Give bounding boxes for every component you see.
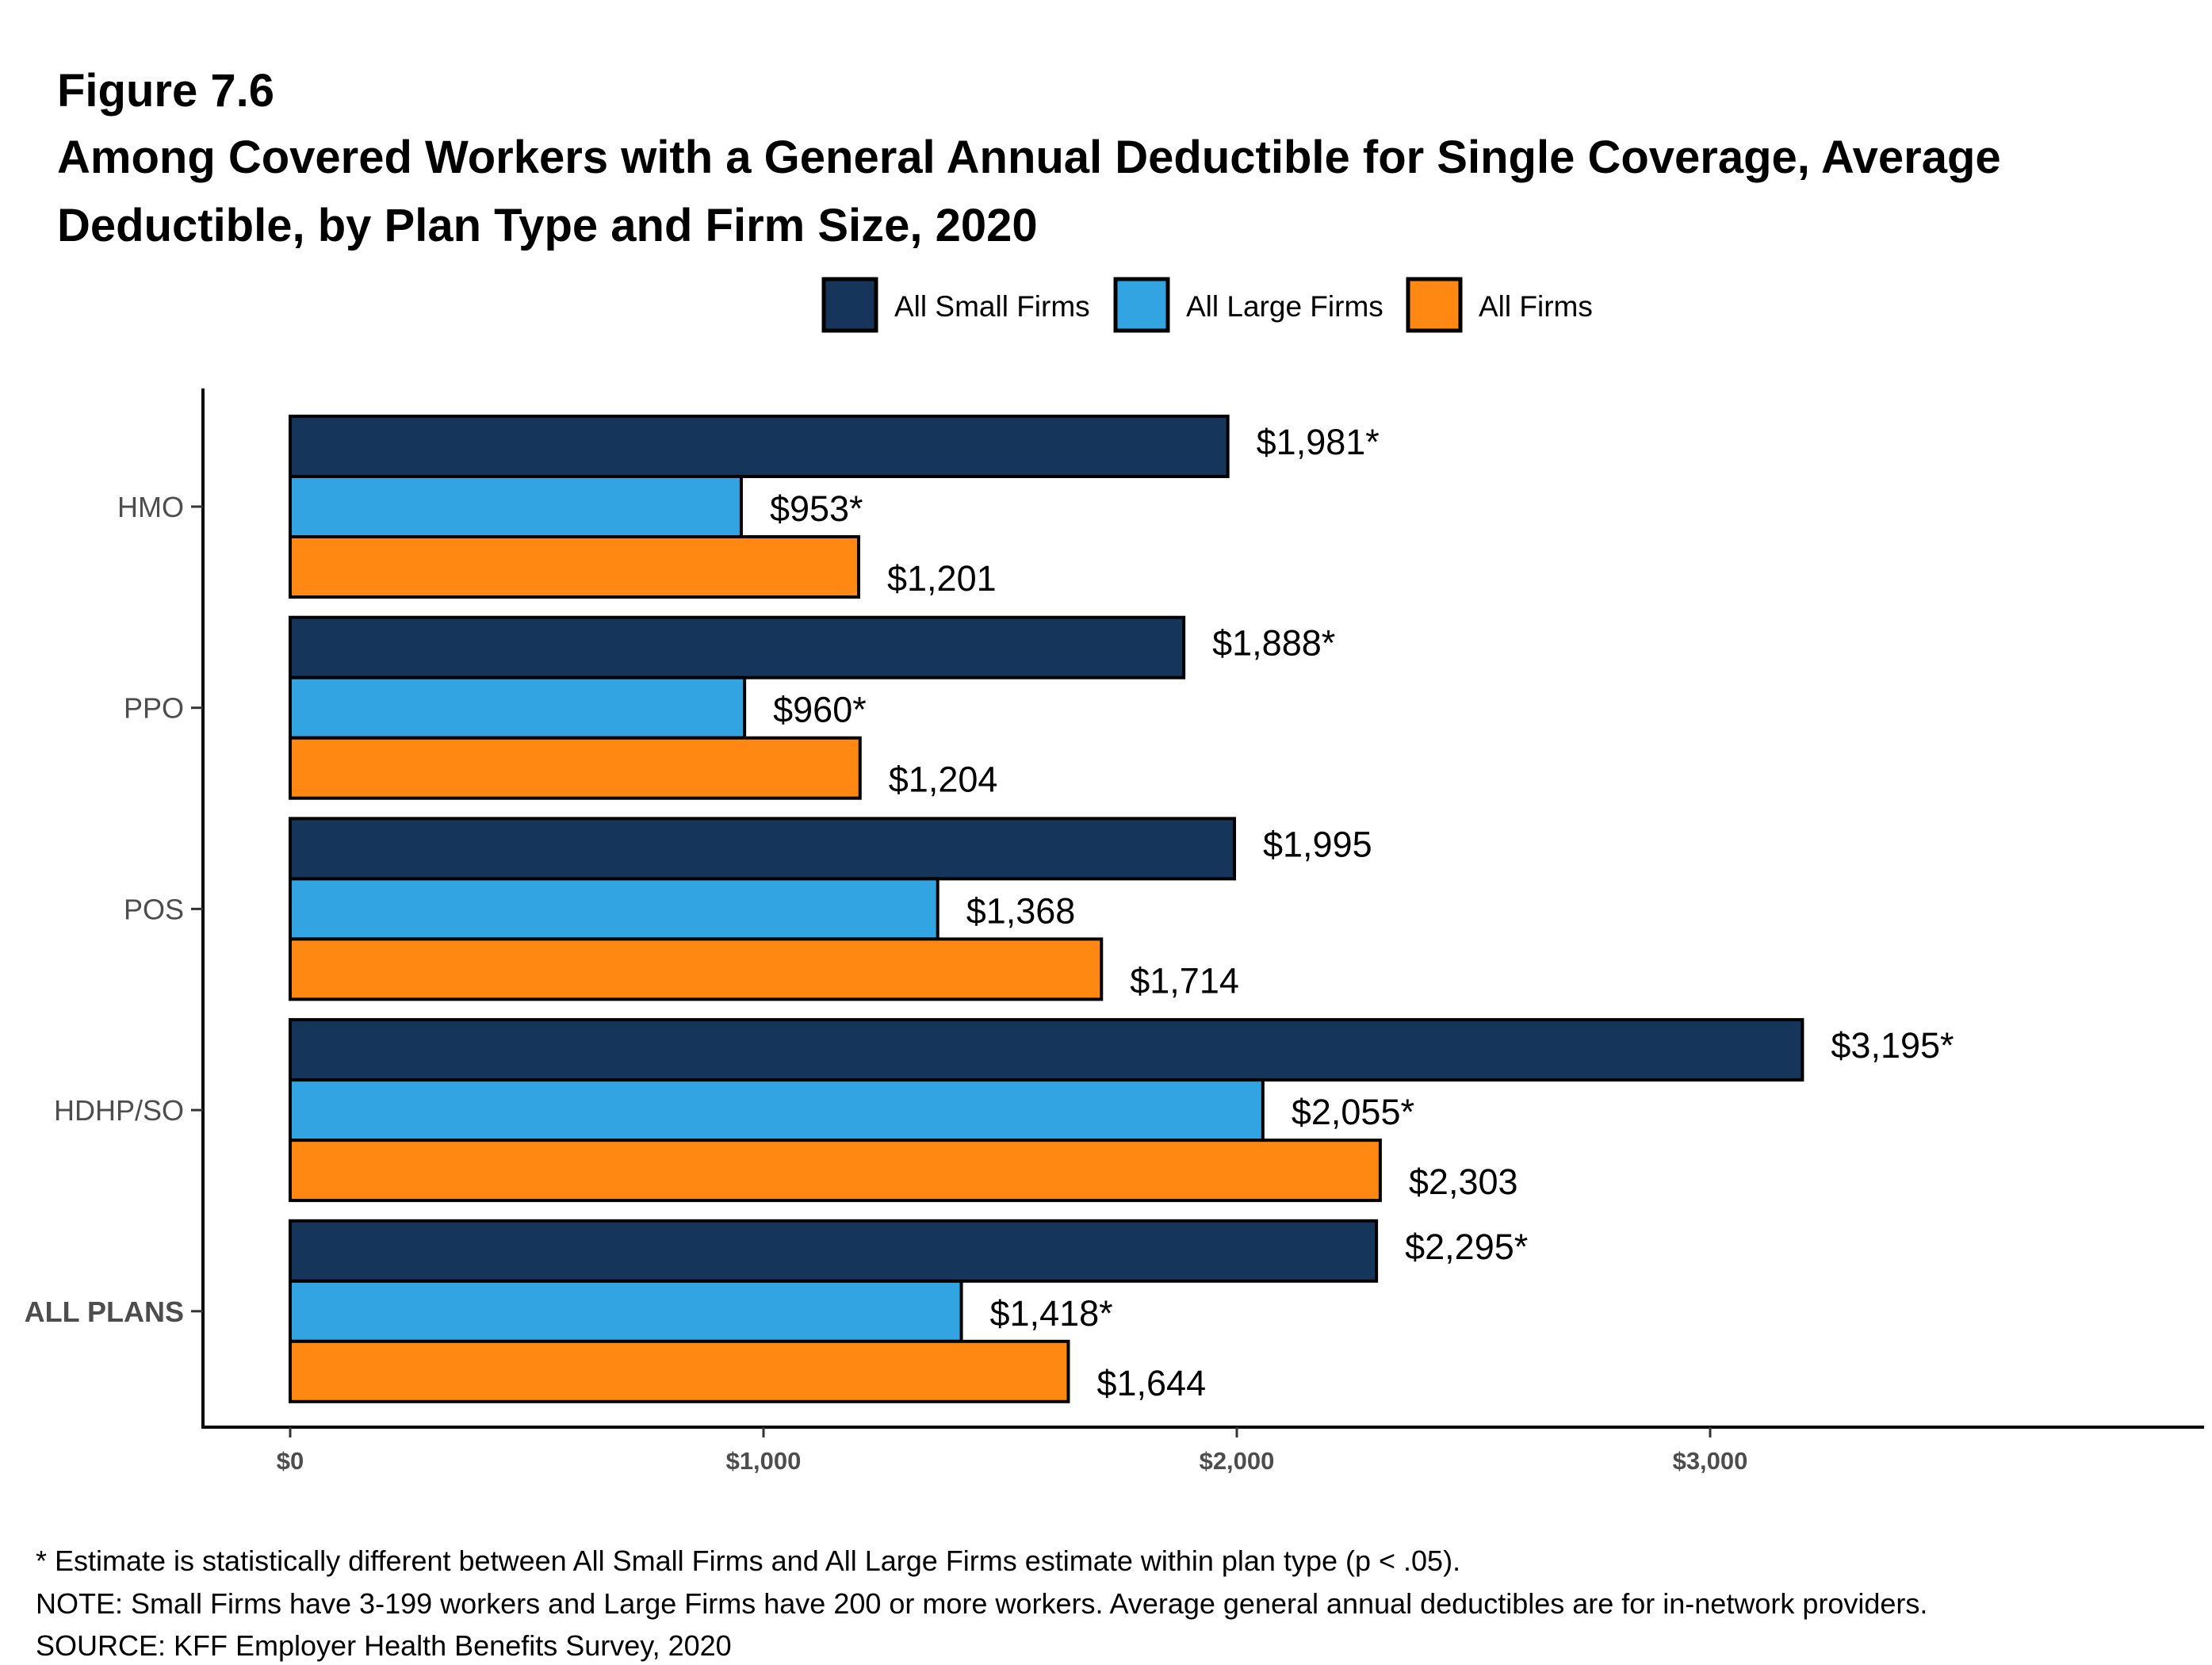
category-label: ALL PLANS [25, 1296, 184, 1328]
footnote-source: SOURCE: KFF Employer Health Benefits Sur… [36, 1629, 732, 1662]
bar-all-plans-0 [289, 1219, 1379, 1283]
data-label: $2,055* [1292, 1092, 1414, 1132]
bar-hmo-0 [289, 415, 1230, 478]
data-label: $1,368 [966, 890, 1076, 931]
footnote-note: NOTE: Small Firms have 3-199 workers and… [36, 1587, 1927, 1620]
legend-swatch-2 [1406, 277, 1463, 333]
data-label: $1,981* [1257, 422, 1380, 462]
data-label: $1,418* [990, 1293, 1113, 1334]
bar-ppo-2 [289, 736, 862, 800]
bar-hdhp-so-0 [289, 1018, 1804, 1082]
legend-swatch-0 [821, 277, 878, 333]
bar-pos-0 [289, 817, 1237, 881]
category-label: HDHP/SO [54, 1094, 184, 1127]
bar-hmo-2 [289, 535, 860, 599]
legend-label-2: All Firms [1479, 290, 1593, 323]
bar-hmo-1 [289, 475, 743, 538]
x-tick-label: $0 [277, 1447, 304, 1475]
data-label: $1,644 [1096, 1363, 1206, 1403]
data-label: $1,714 [1130, 960, 1239, 1001]
data-label: $2,295* [1405, 1227, 1528, 1267]
bar-all-plans-1 [289, 1279, 963, 1343]
category-label: PPO [124, 692, 184, 725]
data-label: $1,204 [889, 760, 998, 800]
bar-ppo-1 [289, 676, 747, 740]
chart-title-line2: Deductible, by Plan Type and Firm Size, … [57, 200, 1038, 251]
legend-swatch-1 [1113, 277, 1170, 333]
chart-title-line1: Among Covered Workers with a General Ann… [57, 132, 2001, 183]
data-label: $3,195* [1831, 1025, 1954, 1066]
data-label: $1,995 [1263, 824, 1372, 864]
legend: All Small Firms All Large Firms All Firms [821, 277, 1593, 333]
legend-label-1: All Large Firms [1186, 290, 1383, 323]
category-label: POS [124, 893, 184, 925]
bar-hdhp-so-1 [289, 1078, 1265, 1143]
data-label: $960* [773, 690, 867, 730]
x-tick-label: $2,000 [1200, 1447, 1275, 1475]
bar-ppo-0 [289, 615, 1186, 679]
figure-label: Figure 7.6 [57, 65, 274, 117]
plot-area: $0 $1,000 $2,000 $3,000 HMO $1,981* $953* $1,20… [25, 388, 2204, 1475]
category-label: HMO [117, 491, 184, 523]
x-tick-label: $1,000 [726, 1447, 802, 1475]
data-label: $1,201 [887, 558, 997, 599]
data-label: $2,303 [1409, 1162, 1518, 1202]
bar-hdhp-so-2 [289, 1139, 1382, 1203]
data-label: $1,888* [1212, 623, 1335, 664]
bar-pos-1 [289, 877, 940, 941]
data-label: $953* [770, 488, 863, 529]
legend-label-0: All Small Firms [894, 290, 1090, 323]
x-tick-label: $3,000 [1673, 1447, 1748, 1475]
bar-all-plans-2 [289, 1339, 1070, 1403]
bar-pos-2 [289, 937, 1104, 1001]
footnote-significance: * Estimate is statistically different be… [36, 1544, 1460, 1577]
